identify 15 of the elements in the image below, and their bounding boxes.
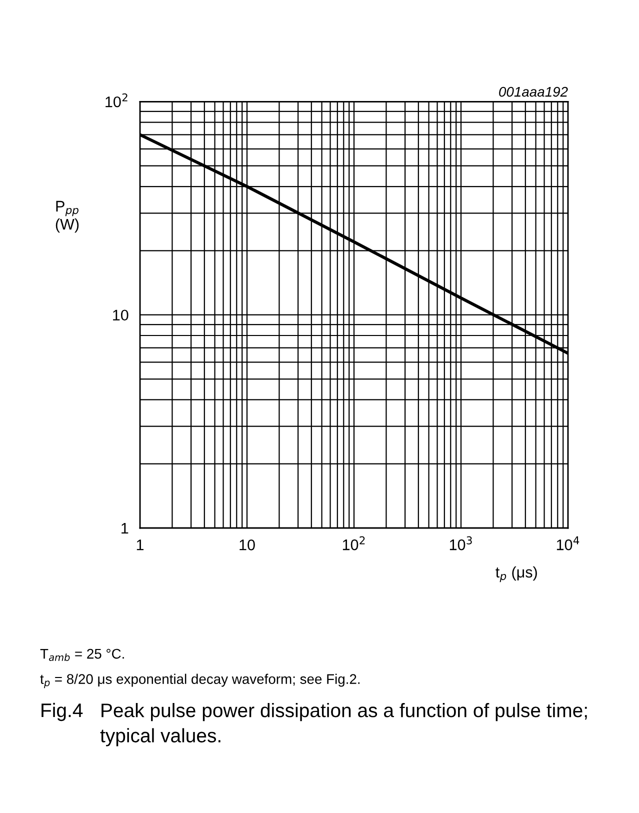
text: T$_{amb}$ = 25 °C. (40, 648, 124, 661)
x-tick-label: 10$^{3}$ (450, 536, 472, 550)
y-tick-label: 1 (122, 523, 128, 534)
x-tick-label: 10 (240, 540, 255, 550)
x-axis-title: t$_{p}$ (μs) (496, 566, 537, 582)
y-tick-label: 10 (113, 310, 128, 321)
text: t$_{p}$ = 8/20 μs exponential decay waveform; see Fig.2. (40, 674, 360, 688)
y-axis-title: P$_{pp}$ (W) (56, 200, 79, 233)
y-tick-label: 10$^{2}$ (106, 93, 128, 108)
x-tick-label: 10$^{2}$ (342, 536, 365, 550)
text: Peak pulse power dissipation as a function of pulse time; typical values. (100, 703, 587, 746)
x-tick-label: 1 (136, 540, 144, 550)
x-tick-label: 10$^{4}$ (556, 536, 580, 550)
caption: Fig.4 (42, 702, 83, 722)
text: 001aaa192 (499, 86, 568, 97)
